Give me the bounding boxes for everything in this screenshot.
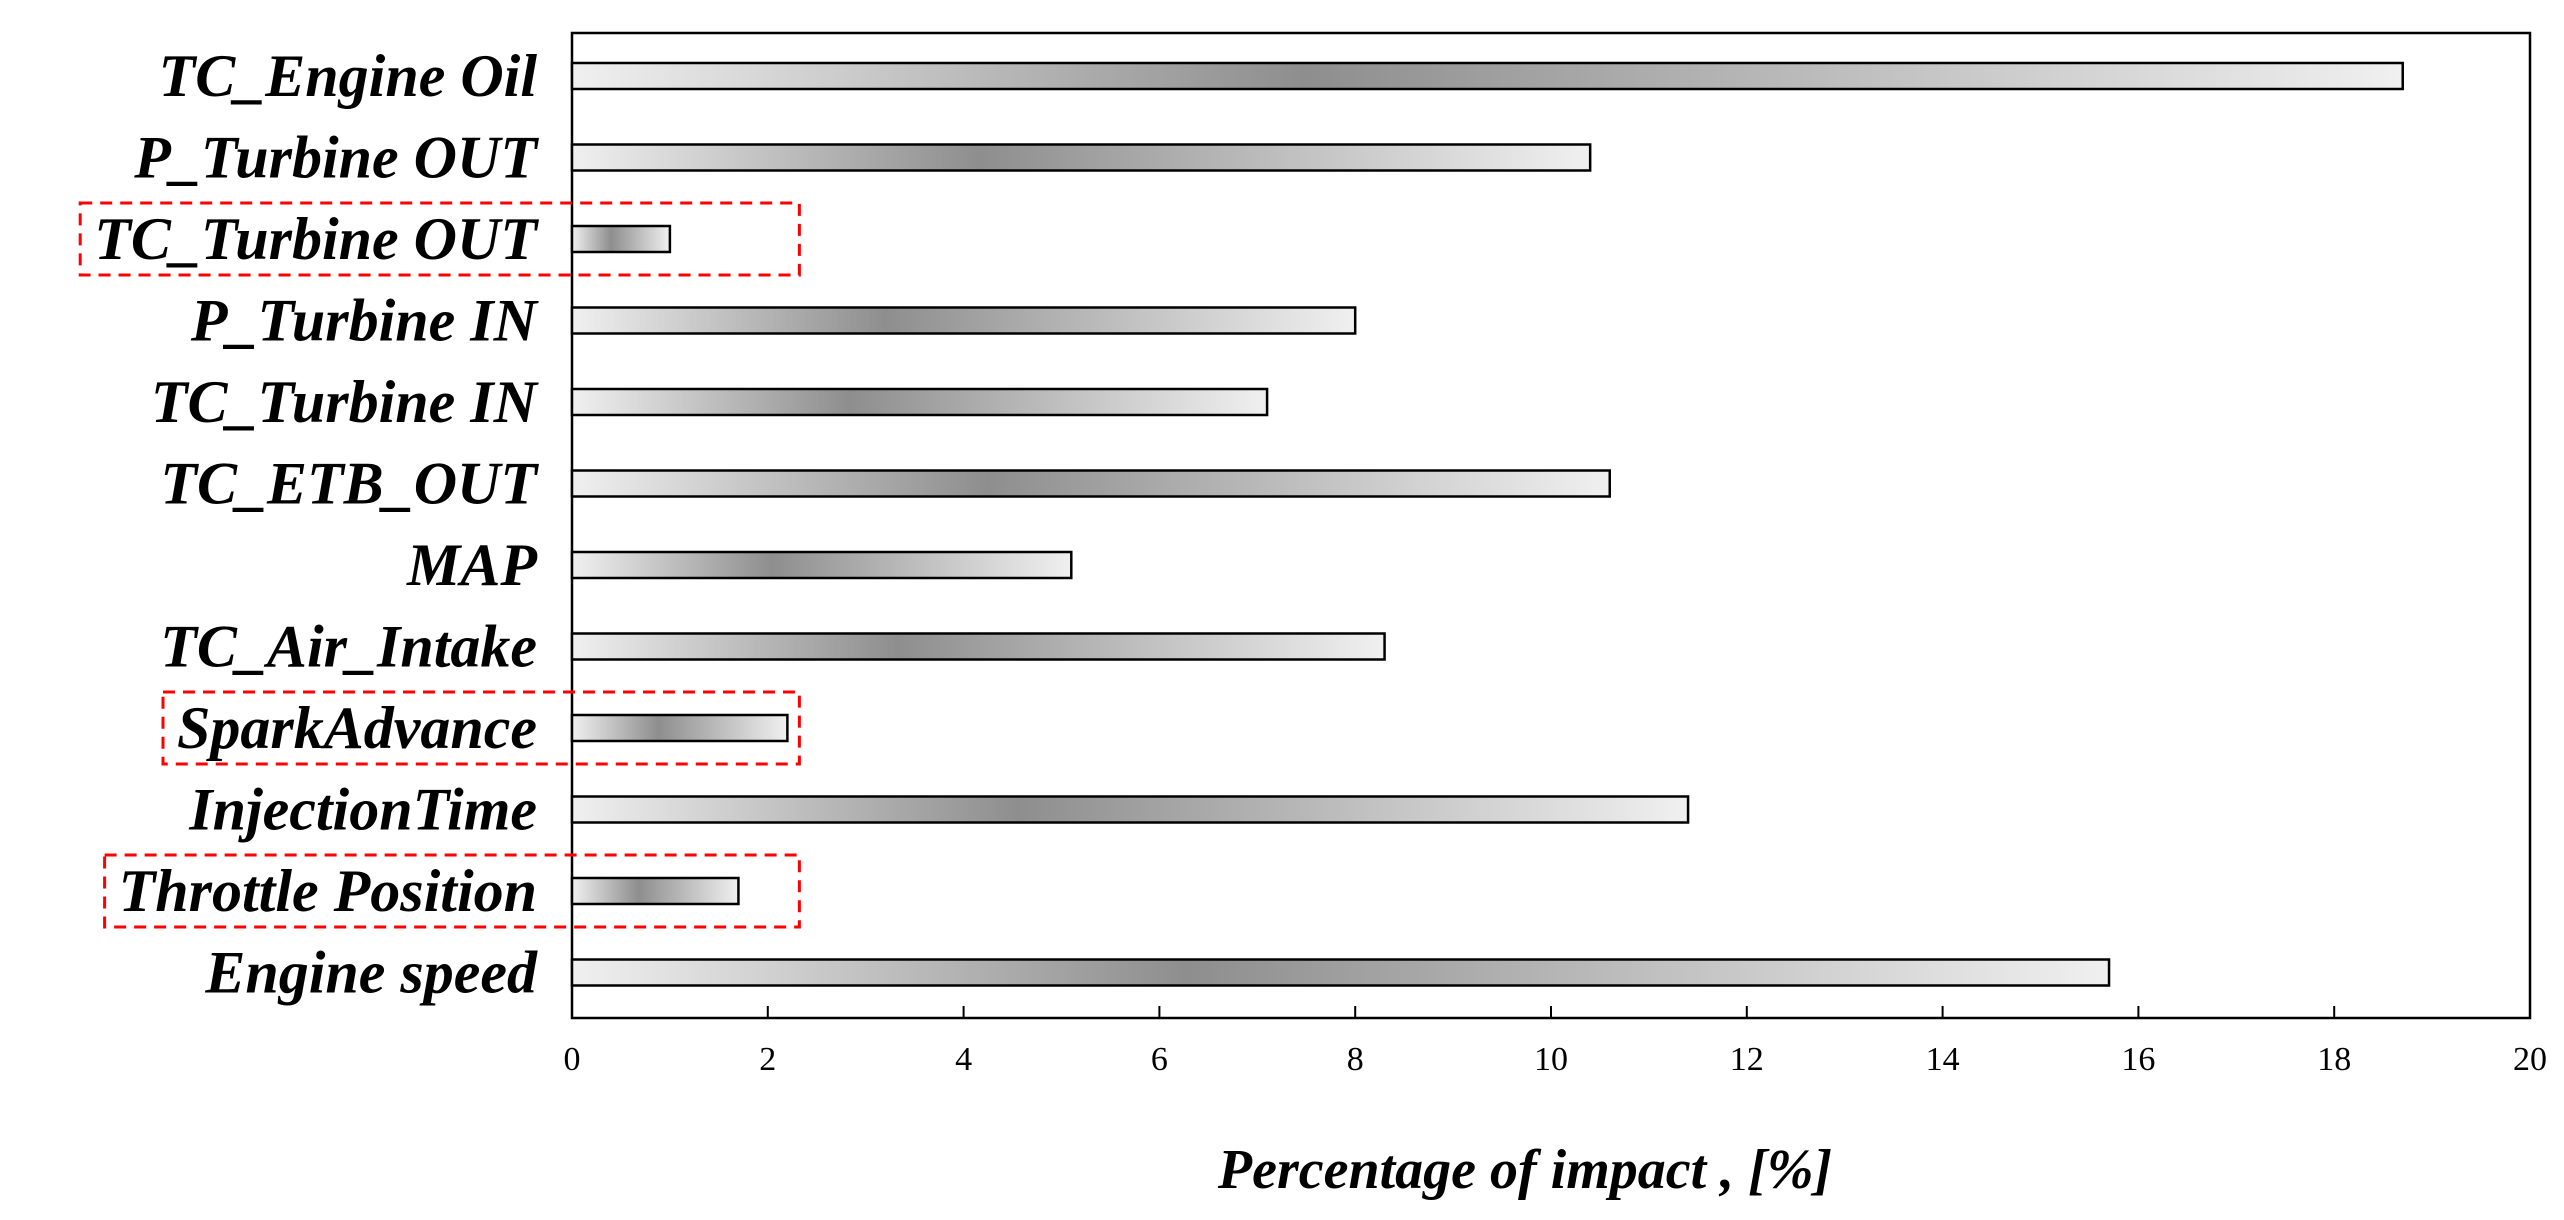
- x-tick-label: 18: [2317, 1041, 2351, 1078]
- x-tick-label: 8: [1347, 1041, 1364, 1078]
- bar-tc-turbine-out: [570, 224, 672, 254]
- highlight-boxes: [78, 201, 801, 929]
- bar-engine-speed: [570, 958, 2111, 987]
- plot-area-frame: [570, 31, 2532, 1020]
- x-tick-label: 14: [1926, 1041, 1960, 1078]
- x-axis-ticks: 0 2 4 6 8 10 12 14 16 18 20: [564, 1006, 2547, 1078]
- category-label-injectiontime: InjectionTime: [188, 777, 537, 843]
- x-tick-label: 6: [1151, 1041, 1168, 1078]
- category-label-tc-air-intake: TC_Air_Intake: [160, 614, 537, 680]
- bar-tc-turbine-in: [570, 387, 1269, 417]
- x-tick-label: 16: [2121, 1041, 2155, 1078]
- bars-group: [570, 61, 2404, 987]
- category-label-tc-engine-oil: TC_Engine Oil: [159, 43, 538, 109]
- bar-tc-air-intake: [570, 632, 1386, 661]
- bar-injectiontime: [570, 795, 1690, 824]
- x-axis-title: Percentage of impact , [%]: [1217, 1139, 1832, 1201]
- category-label-engine-speed: Engine speed: [204, 940, 538, 1006]
- category-label-map: MAP: [406, 532, 538, 598]
- x-tick-label: 2: [759, 1041, 776, 1078]
- bar-map: [570, 550, 1073, 580]
- x-tick-label: 20: [2513, 1041, 2547, 1078]
- x-tick-label: 0: [564, 1041, 581, 1078]
- x-tick-label: 10: [1534, 1041, 1568, 1078]
- x-tick-label: 4: [955, 1041, 972, 1078]
- x-tick-label: 12: [1730, 1041, 1764, 1078]
- bar-sparkadvance: [570, 713, 789, 743]
- highlight-box-tc-turbine-out: [78, 201, 801, 277]
- bar-throttle-position: [570, 876, 740, 906]
- bar-p-turbine-out: [570, 143, 1592, 172]
- bar-p-turbine-in: [570, 306, 1357, 335]
- category-label-tc-turbine-out: TC_Turbine OUT: [94, 206, 539, 272]
- bar-tc-engine-oil: [570, 61, 2404, 91]
- category-labels: TC_Engine Oil P_Turbine OUT TC_Turbine OUT…: [94, 43, 539, 1006]
- category-label-tc-turbine-in: TC_Turbine IN: [151, 369, 540, 435]
- category-label-sparkadvance: SparkAdvance: [177, 695, 537, 761]
- highlight-box-throttle-position: [103, 853, 801, 929]
- highlight-box-sparkadvance: [161, 690, 801, 766]
- category-label-p-turbine-in: P_Turbine IN: [190, 288, 540, 354]
- category-label-p-turbine-out: P_Turbine OUT: [133, 125, 539, 191]
- category-label-throttle-position: Throttle Position: [119, 858, 537, 924]
- category-label-tc-etb-out: TC_ETB_OUT: [160, 451, 539, 517]
- bar-tc-etb-out: [570, 469, 1611, 498]
